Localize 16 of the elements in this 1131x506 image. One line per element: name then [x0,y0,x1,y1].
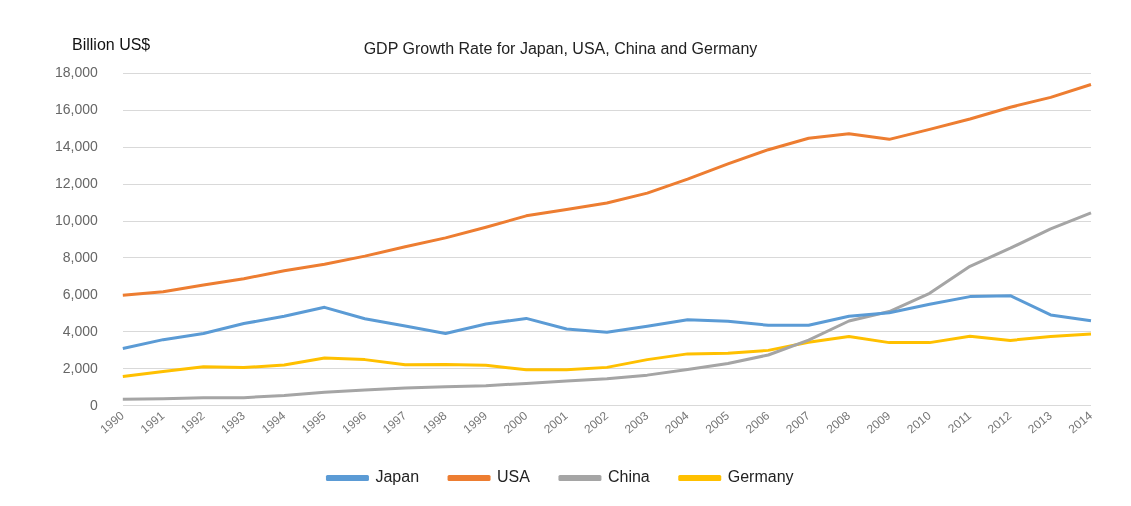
legend-label: China [607,468,650,486]
legend-label: Japan [375,468,420,486]
y-tick-label: 8,000 [62,248,99,265]
y-tick-label: 16,000 [54,101,99,118]
legend-label: USA [497,468,531,486]
y-tick-label: 4,000 [62,322,99,339]
y-tick-label: 2,000 [62,359,99,376]
y-tick-label: 0 [90,396,99,413]
legend-label: Germany [727,468,794,486]
y-axis-title: Billion US$ [72,36,151,54]
y-tick-label: 6,000 [62,285,99,302]
y-tick-label: 14,000 [54,137,99,154]
chart-title: GDP Growth Rate for Japan, USA, China and Germany [363,40,758,58]
y-tick-label: 18,000 [54,64,99,81]
y-tick-label: 10,000 [54,211,99,228]
y-tick-label: 12,000 [54,174,99,191]
